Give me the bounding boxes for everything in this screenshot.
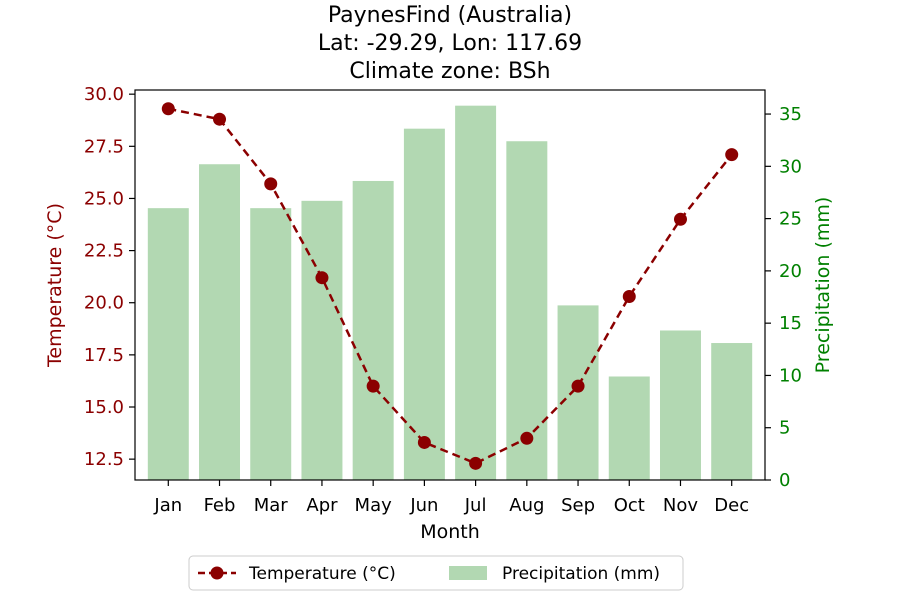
right-y-axis-label: Precipitation (mm)	[812, 197, 834, 374]
x-tick-label-oct: Oct	[614, 495, 645, 516]
temperature-point-jul	[469, 456, 483, 470]
x-tick-label-jun: Jun	[409, 495, 438, 516]
temperature-point-oct	[622, 289, 636, 303]
precipitation-bar-nov	[660, 330, 701, 480]
temperature-point-feb	[213, 112, 227, 126]
temperature-point-dec	[725, 148, 739, 162]
right-tick-label: 15	[779, 313, 802, 334]
right-tick-label: 35	[779, 104, 802, 125]
plot-frame	[134, 89, 766, 481]
precipitation-bar-jun	[403, 128, 445, 480]
temperature-line	[161, 102, 739, 470]
temperature-point-may	[366, 379, 380, 393]
right-tick-label: 5	[779, 418, 790, 439]
right-tick-label: 30	[779, 156, 802, 177]
x-tick-label-dec: Dec	[714, 495, 749, 516]
temperature-point-sep	[571, 379, 585, 393]
temperature-point-apr	[315, 271, 329, 285]
legend: Temperature (°C) Precipitation (mm)	[188, 555, 684, 591]
left-tick-label: 20.0	[84, 293, 124, 314]
temperature-point-mar	[264, 177, 278, 191]
left-tick-label: 22.5	[84, 241, 124, 262]
precipitation-bar-apr	[301, 200, 343, 480]
precipitation-bar-mar	[250, 208, 292, 480]
x-tick-label-nov: Nov	[663, 495, 698, 516]
precipitation-bar-jul	[455, 105, 497, 480]
temperature-point-nov	[673, 212, 687, 226]
legend-temperature-label: Temperature (°C)	[248, 564, 396, 584]
precipitation-bar-jan	[147, 208, 189, 480]
right-tick-label: 20	[779, 261, 802, 282]
x-tick-label-aug: Aug	[509, 495, 544, 516]
x-tick-label-sep: Sep	[561, 495, 595, 516]
legend-precipitation-swatch	[449, 566, 487, 580]
x-axis: Jan Feb Mar Apr May Jun Jul Aug Sep Oct Nov Dec	[153, 480, 749, 516]
x-tick-label-jul: Jul	[464, 495, 487, 516]
left-tick-label: 17.5	[84, 345, 124, 366]
precipitation-bar-feb	[199, 164, 240, 480]
title-line-3: Climate zone: BSh	[349, 59, 550, 84]
precipitation-bars	[147, 105, 753, 480]
legend-temperature-marker	[210, 566, 224, 580]
x-axis-label: Month	[420, 521, 480, 543]
left-tick-label: 12.5	[84, 449, 124, 470]
x-tick-label-jan: Jan	[153, 495, 182, 516]
right-y-axis: 0 5 10 15 20 25 30 35	[765, 104, 802, 491]
x-tick-label-may: May	[355, 495, 393, 516]
title-line-1: PaynesFind (Australia)	[328, 3, 572, 28]
right-tick-label: 10	[779, 365, 802, 386]
left-tick-label: 15.0	[84, 397, 124, 418]
x-tick-label-feb: Feb	[204, 495, 236, 516]
temperature-series-line	[168, 107, 733, 465]
right-tick-label: 25	[779, 209, 802, 230]
x-tick-label-apr: Apr	[306, 495, 338, 516]
precipitation-bar-oct	[608, 376, 650, 480]
precipitation-bar-aug	[506, 141, 548, 480]
left-tick-label: 25.0	[84, 188, 124, 209]
temperature-point-jun	[417, 435, 431, 449]
precipitation-bar-sep	[557, 305, 599, 480]
chart-title: PaynesFind (Australia) Lat: -29.29, Lon:…	[318, 3, 582, 84]
left-tick-label: 27.5	[84, 136, 124, 157]
x-tick-label-mar: Mar	[254, 495, 289, 516]
left-y-axis: 12.5 15.0 17.5 20.0 22.5 25.0 27.5 30.0	[84, 84, 135, 470]
legend-box	[188, 555, 684, 591]
left-tick-label: 30.0	[84, 84, 124, 105]
title-line-2: Lat: -29.29, Lon: 117.69	[318, 31, 582, 56]
right-tick-label: 0	[779, 470, 790, 491]
precipitation-bar-dec	[711, 343, 753, 480]
left-y-axis-label: Temperature (°C)	[44, 203, 66, 368]
temperature-point-jan	[161, 102, 175, 116]
temperature-point-aug	[520, 431, 534, 445]
precipitation-bar-may	[352, 180, 394, 480]
legend-precipitation-label: Precipitation (mm)	[502, 564, 660, 584]
